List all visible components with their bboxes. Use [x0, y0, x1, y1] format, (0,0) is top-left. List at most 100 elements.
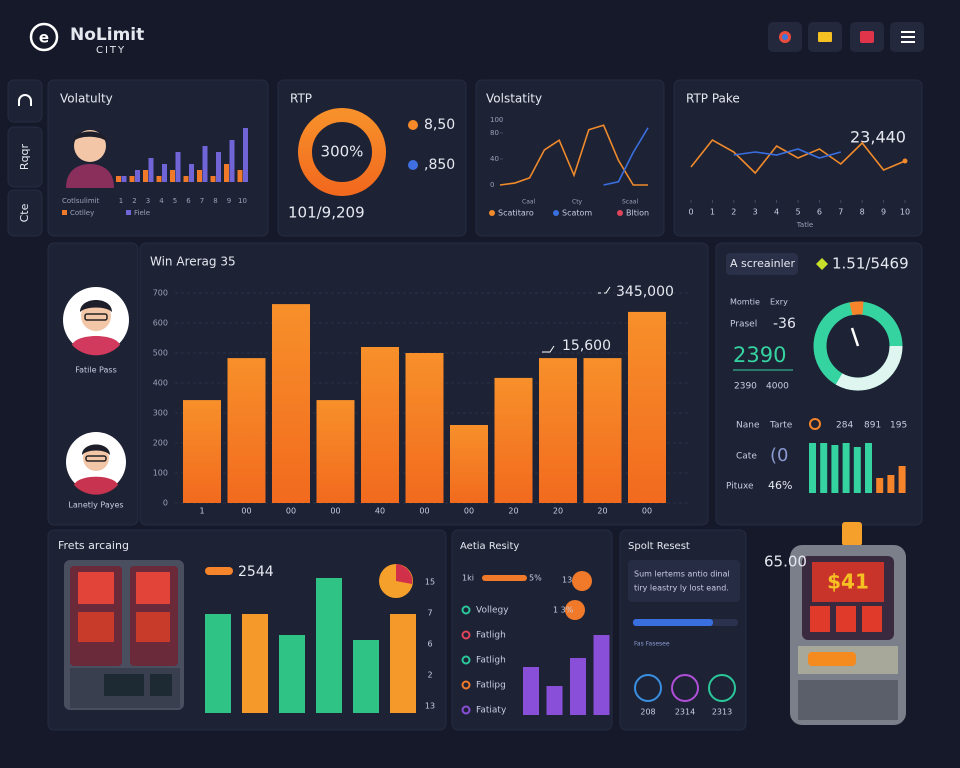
cell: 195 [890, 421, 907, 431]
icon [818, 32, 832, 42]
legend-label: 8,50 [424, 117, 455, 133]
bar [887, 475, 895, 493]
top-icons [768, 22, 924, 52]
y-tick-label: 100 [490, 116, 503, 124]
axis-label: 13 [425, 702, 435, 711]
x-tick-label: 20 [553, 507, 563, 516]
cell: 284 [836, 421, 853, 431]
sub-value: 2390 [734, 382, 757, 392]
row-label: Pituxe [726, 482, 754, 492]
annotation: 23,440 [850, 128, 906, 147]
x-label: Cty [572, 199, 583, 206]
list-label: Fatiaty [476, 706, 507, 716]
x-tick-label: 1 [710, 208, 715, 217]
sidebar-label: Rqqr [18, 143, 31, 170]
x-tick-label: 6 [817, 208, 822, 217]
line [733, 148, 842, 159]
logo [29, 22, 59, 52]
x-tick-label: 0 [688, 208, 693, 217]
bar [189, 164, 194, 182]
bar [842, 443, 850, 493]
sidebar-button[interactable] [7, 126, 43, 188]
donut-label: 300% [321, 143, 364, 161]
bar [809, 443, 816, 493]
bar [116, 176, 121, 182]
sidebar-button[interactable] [7, 189, 43, 237]
bar [353, 640, 379, 713]
x-tick-label: 00 [642, 507, 652, 516]
bar [316, 400, 355, 503]
bar [272, 304, 310, 503]
x-tick-label: 00 [286, 507, 296, 516]
bar [865, 443, 872, 493]
y-tick-label: 40 [490, 155, 499, 163]
bar [570, 658, 586, 715]
label: Prasel [730, 320, 757, 330]
axis-label: 2 [427, 671, 432, 680]
cell: 891 [864, 421, 881, 431]
y-tick-label: 600 [153, 319, 168, 328]
bar-label: Fas Fasesee [634, 641, 670, 648]
bar [546, 686, 563, 715]
bar [227, 358, 266, 503]
x-tick-label: 00 [330, 507, 340, 516]
delta: -36 [773, 316, 796, 332]
legend-label: Scatitaro [498, 209, 534, 218]
icon [708, 674, 736, 702]
jackpot-display: $41 [827, 570, 869, 594]
avatar [63, 287, 129, 356]
panel-title: Spolt Resest [628, 541, 690, 552]
bar [243, 128, 248, 182]
x-tick-label: 4 [774, 208, 779, 217]
point [902, 158, 908, 164]
x-tick-label: 20 [508, 507, 518, 516]
bar [853, 447, 861, 493]
bar [121, 176, 127, 182]
legend-label: Bltion [626, 209, 649, 218]
bar [129, 176, 135, 182]
cell: Tarte [769, 421, 793, 431]
list-label: Fatligh [476, 631, 506, 641]
x-tick-label: 7 [838, 208, 843, 217]
value: 2544 [238, 564, 274, 580]
y-tick-label: 0 [490, 181, 494, 189]
x-tick-label: 20 [597, 507, 607, 516]
legend-swatch [62, 210, 67, 215]
player-name: Fatile Pass [75, 366, 117, 375]
bar [450, 425, 488, 503]
panel-title: Volstatity [486, 92, 542, 106]
bar [135, 170, 140, 182]
y-tick-label: 200 [153, 439, 168, 448]
gauge-part [849, 301, 864, 316]
icon [565, 600, 585, 620]
legend-swatch [205, 567, 233, 575]
legend-swatch [489, 210, 495, 216]
stat: 208 [640, 708, 655, 717]
pie-slice [396, 564, 413, 584]
column-label: Exry [770, 298, 788, 307]
bar [820, 443, 828, 493]
list-label: Fatligh [476, 656, 506, 666]
headline: 1.51/5469 [832, 255, 909, 273]
panel [475, 79, 665, 237]
legend-label: Scatom [562, 209, 592, 218]
x-tick-label: 9 [227, 197, 231, 205]
y-tick-label: 400 [153, 379, 168, 388]
panel-title: Volatulty [60, 92, 113, 106]
body-text: tiry leastry ly lost eand. [634, 584, 729, 593]
axis-title: Tatle [796, 221, 813, 229]
bar [237, 170, 243, 182]
icon [572, 571, 592, 591]
bar [210, 176, 216, 182]
annotation: 345,000 [616, 284, 674, 300]
y-tick-label: 500 [153, 349, 168, 358]
y-tick-label: 700 [153, 289, 168, 298]
bar [876, 478, 884, 493]
button[interactable] [726, 253, 798, 275]
bar [405, 353, 444, 503]
icon [901, 31, 915, 43]
sidebar-button[interactable] [7, 79, 43, 123]
line [603, 127, 649, 186]
axis-label: 6 [427, 640, 432, 649]
